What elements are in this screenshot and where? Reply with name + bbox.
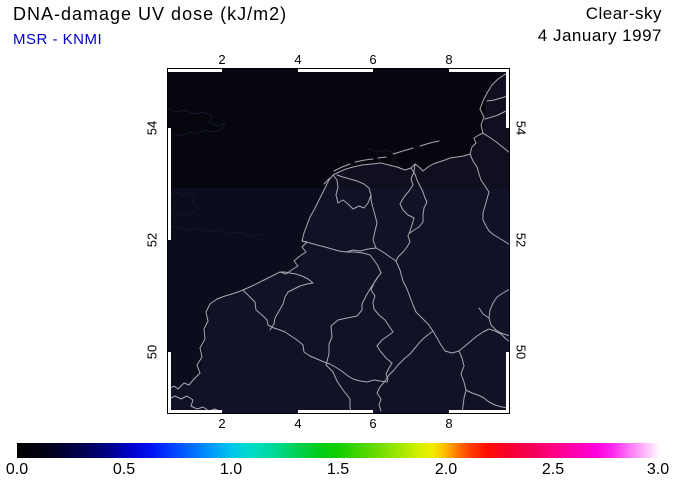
x-tick-bottom-6: 6: [369, 416, 377, 431]
faint-sea-line-2: [166, 225, 264, 237]
wadden-island-3: [354, 158, 374, 163]
colorbar: [17, 443, 660, 458]
kiel-canal: [486, 95, 509, 102]
river-moselle: [376, 330, 434, 412]
uv-map-canvas: [166, 68, 511, 415]
river-ijssel: [370, 194, 378, 249]
x-tick-bottom-4: 4: [294, 416, 302, 431]
faint-sea-line-3: [366, 147, 400, 165]
coastline-wadden-german-bight: [332, 71, 511, 176]
page-title: DNA-damage UV dose (kJ/m2): [13, 4, 288, 24]
river-meuse: [325, 251, 382, 415]
wadden-island-2: [333, 163, 351, 172]
x-tick-top-8: 8: [445, 52, 453, 67]
wadden-island-4: [377, 156, 387, 159]
colorbar-label-30: 3.0: [646, 461, 670, 478]
colorbar-label-0: 0.0: [5, 461, 29, 478]
river-main: [458, 328, 511, 352]
river-ems: [409, 167, 428, 234]
frame-alternating-border: [168, 69, 509, 413]
faint-sea-line-1: [166, 107, 227, 138]
colorbar-label-15: 1.5: [326, 461, 350, 478]
wadden-island-5: [392, 147, 414, 155]
map-frame: [167, 68, 510, 414]
colorbar-label-20: 2.0: [434, 461, 458, 478]
map-date: 4 January 1997: [537, 26, 662, 45]
y-tick-right-54: 54: [513, 120, 529, 136]
river-weser: [469, 153, 511, 246]
colorbar-label-05: 0.5: [112, 461, 136, 478]
y-tick-right-52: 52: [513, 232, 529, 248]
uv-dose-map: [166, 68, 511, 415]
river-lahn: [478, 307, 490, 319]
y-tick-right-50: 50: [513, 344, 529, 360]
border-fr-be: [242, 289, 388, 383]
river-rhine: [375, 247, 467, 415]
map-source: MSR - KNMI: [13, 31, 103, 48]
y-tick-left-54: 54: [144, 120, 160, 136]
x-tick-top-4: 4: [294, 52, 302, 67]
x-tick-bottom-8: 8: [445, 416, 453, 431]
coastline-channel-belgium-holland: [166, 174, 334, 391]
faint-coast-england: [166, 191, 199, 219]
wadden-island-1: [323, 177, 331, 185]
river-neckar: [465, 389, 511, 409]
x-tick-top-6: 6: [369, 52, 377, 67]
ijsselmeer-outline: [332, 174, 372, 210]
border-nl-de: [395, 163, 416, 262]
river-scheldt: [269, 271, 314, 331]
sky-condition-label: Clear-sky: [585, 4, 662, 23]
y-tick-left-52: 52: [144, 232, 160, 248]
x-tick-bottom-2: 2: [218, 416, 226, 431]
border-be-de: [370, 272, 394, 383]
colorbar-label-10: 1.0: [219, 461, 243, 478]
land-region: [167, 72, 510, 414]
river-elbe: [482, 132, 511, 154]
river-waal: [301, 240, 377, 253]
y-tick-left-50: 50: [144, 344, 160, 360]
x-tick-top-2: 2: [218, 52, 226, 67]
wadden-island-6: [419, 140, 440, 147]
colorbar-label-25: 2.5: [541, 461, 565, 478]
